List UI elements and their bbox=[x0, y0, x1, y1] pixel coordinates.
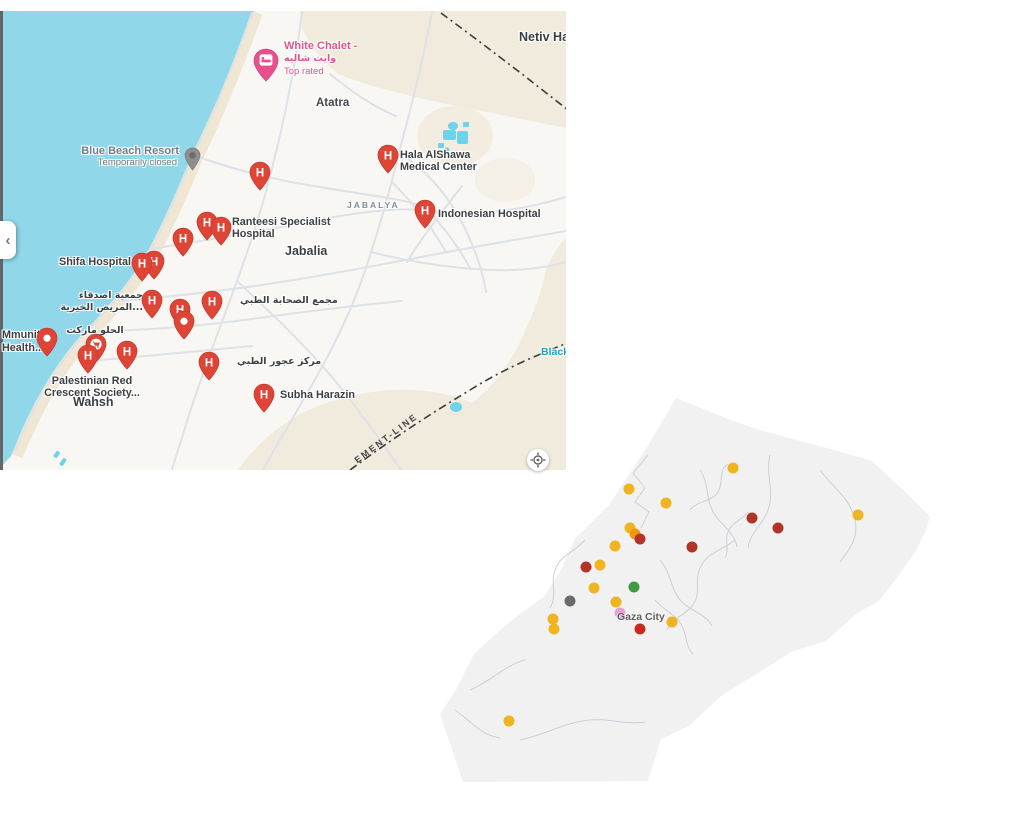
compass-button[interactable] bbox=[527, 449, 549, 471]
chevron-left-icon: ‹ bbox=[5, 231, 11, 249]
map-label: وايت شاليه bbox=[284, 53, 337, 64]
pin-letter: H bbox=[176, 304, 184, 316]
side-panel-collapse-button[interactable]: ‹ bbox=[0, 221, 16, 259]
map-label: Health... bbox=[2, 342, 44, 354]
map-label: Black bbox=[541, 346, 566, 358]
map-label: جمعية اصدقاء bbox=[78, 290, 143, 301]
hospital-pin[interactable]: H bbox=[116, 340, 138, 375]
map-label: Ranteesi Specialist bbox=[232, 216, 331, 228]
pin-letter: H bbox=[123, 346, 131, 358]
pin-letter: H bbox=[384, 150, 392, 162]
hospital-pin[interactable]: H bbox=[210, 216, 232, 251]
pin-letter: H bbox=[205, 357, 213, 369]
map-label: Netiv HaA bbox=[519, 30, 566, 44]
map-label: Atatra bbox=[316, 97, 350, 109]
map-label: الحلو ماركت bbox=[66, 325, 124, 336]
left-map-canvas[interactable] bbox=[0, 11, 572, 470]
map-label: Mmunity bbox=[2, 329, 47, 341]
hospital-pin[interactable]: H bbox=[172, 227, 194, 262]
pin-letter: H bbox=[203, 217, 211, 229]
hotel-pin[interactable] bbox=[253, 48, 279, 87]
map-label: Hospital bbox=[232, 228, 275, 240]
hospital-pin[interactable]: H bbox=[201, 290, 223, 325]
map-label: Subha Harazin bbox=[280, 389, 355, 401]
pin-letter: H bbox=[150, 256, 158, 268]
map-label: مجمع الصحابة الطبي bbox=[240, 295, 338, 306]
pin-letter: H bbox=[208, 296, 216, 308]
hospital-pin[interactable]: H bbox=[198, 351, 220, 386]
map-label: مركز عجور الطبي bbox=[237, 356, 322, 367]
place-pin[interactable] bbox=[173, 310, 195, 345]
map-label: Wahsh bbox=[73, 395, 114, 409]
place-pin[interactable] bbox=[36, 327, 58, 362]
pin-letter: H bbox=[217, 222, 225, 234]
map-label: Medical Center bbox=[400, 161, 477, 173]
armistice-line bbox=[349, 12, 566, 470]
map-label: Indonesian Hospital bbox=[438, 208, 541, 220]
hospital-pin[interactable]: H bbox=[141, 289, 163, 324]
compass-icon bbox=[530, 452, 546, 468]
pin-letter: H bbox=[138, 258, 146, 270]
map-label: EMENT-LINE bbox=[352, 411, 420, 466]
hospital-pin[interactable]: H bbox=[253, 383, 275, 418]
pin-letter: H bbox=[256, 167, 264, 179]
hospital-pin[interactable]: H bbox=[196, 211, 218, 246]
pin-letter: H bbox=[421, 205, 429, 217]
pin-letter: H bbox=[148, 295, 156, 307]
map-label: White Chalet - bbox=[284, 40, 358, 52]
pin-letter: H bbox=[179, 233, 187, 245]
map-label: Blue Beach Resort bbox=[81, 145, 179, 157]
hospital-pin[interactable]: H bbox=[414, 199, 436, 234]
map-label: Jabalia bbox=[285, 244, 328, 258]
hospital-pin[interactable]: H bbox=[377, 144, 399, 179]
hospital-pin[interactable]: H bbox=[131, 252, 153, 287]
map-label: المريض الخيرية... bbox=[60, 302, 143, 313]
hospital-pin[interactable]: H bbox=[77, 344, 99, 379]
hospital-pin[interactable]: H bbox=[249, 161, 271, 196]
map-label: JABALYA bbox=[347, 200, 400, 210]
left-map[interactable]: Netiv HaA Atatra JABALYA Jabalia Wahsh Black E… bbox=[0, 11, 566, 470]
map-label: Palestinian Red bbox=[51, 375, 133, 387]
closed-place-pin[interactable] bbox=[184, 147, 201, 176]
map-label: Hala AlShawa bbox=[400, 149, 471, 161]
pin-letter: H bbox=[84, 350, 92, 362]
pond-cluster bbox=[53, 122, 469, 467]
map-label: Shifa Hospital bbox=[59, 256, 131, 268]
pin-letter: H bbox=[260, 389, 268, 401]
map-label: Top rated bbox=[284, 66, 324, 77]
map-label: Crescent Society... bbox=[44, 387, 140, 399]
map-label: Temporarily closed bbox=[97, 157, 177, 168]
